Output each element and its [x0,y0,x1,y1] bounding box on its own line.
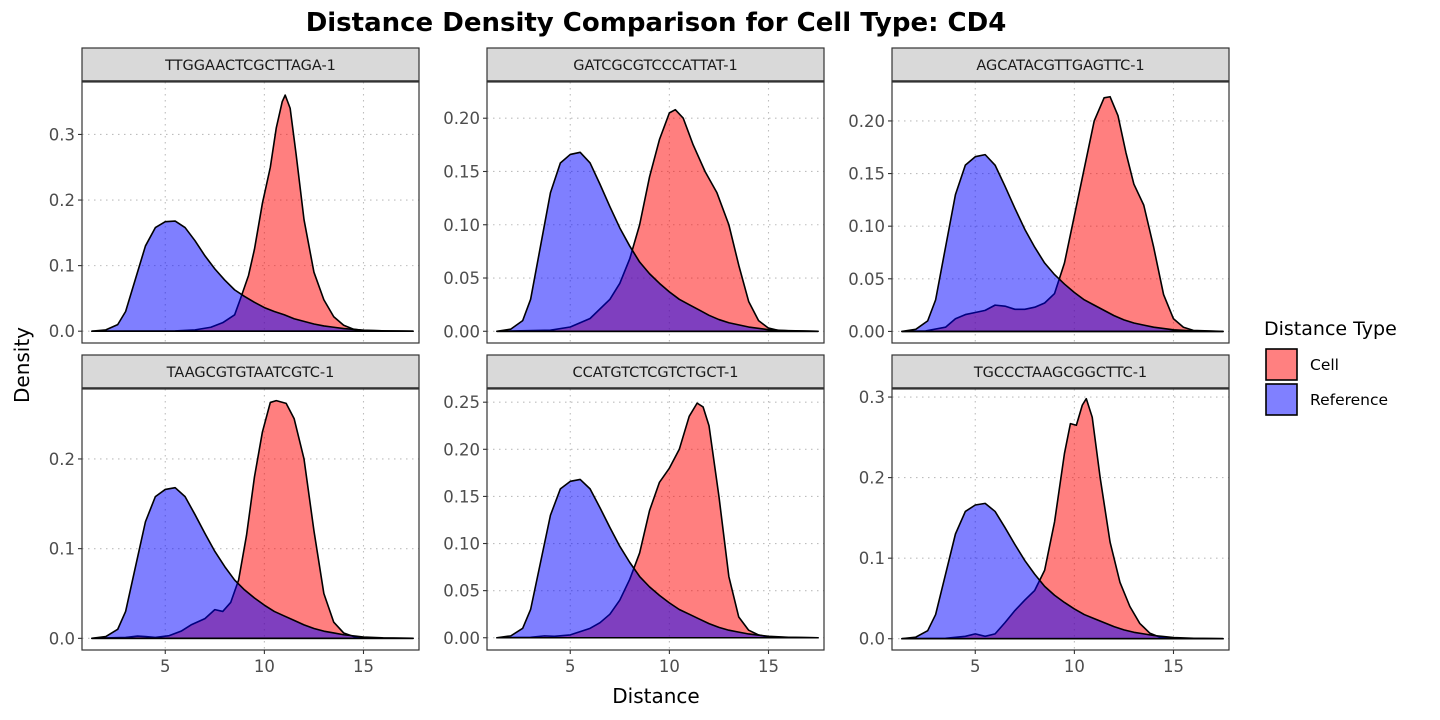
panel-4: TAAGCGTGTAATCGTC-1 0.0 0.1 0.2 5 10 15 [49,354,420,676]
panel-strip-label: TAAGCGTGTAATCGTC-1 [166,365,335,381]
density-area-reference [91,220,414,332]
density-area-reference [496,478,819,639]
panel-border [81,81,420,344]
y-tick-label: 0.15 [443,487,480,506]
density-area-reference [496,151,819,333]
panel-strip-label: TGCCCTAAGCGGCTTC-1 [973,365,1147,381]
x-tick-label: 15 [353,657,374,676]
y-tick-label: 0.3 [859,388,885,407]
legend-label-cell: Cell [1310,356,1339,374]
y-tick-label: 0.0 [859,630,885,649]
panel-6: TGCCCTAAGCGGCTTC-1 0.0 0.1 0.2 0.3 5 10 15 [859,354,1230,676]
x-tick-label: 10 [1064,657,1085,676]
legend-key-cell [1265,348,1298,381]
legend: Distance Type Cell Reference [1264,318,1397,416]
y-tick-label: 0.2 [859,469,885,488]
x-tick-label: 10 [254,657,275,676]
y-tick-label: 0.05 [443,582,480,601]
x-tick-label: 15 [758,657,779,676]
y-tick-label: 0.00 [443,629,480,648]
y-tick-label: 0.1 [49,540,75,559]
density-area-reference [901,153,1224,333]
y-tick-label: 0.2 [49,450,75,469]
x-tick-label: 10 [659,657,680,676]
panel-3: AGCATACGTTGAGTTC-1 0.00 0.05 0.10 0.15 0.20 [848,47,1230,344]
y-tick-label: 0.10 [443,216,480,235]
y-tick-label: 0.15 [848,165,885,184]
y-tick-label: 0.10 [443,535,480,554]
panel-1: TTGGAACTCGCTTAGA-1 0.0 0.1 0.2 0.3 [49,47,420,344]
panel-strip [81,47,420,82]
y-tick-label: 0.00 [443,322,480,341]
x-axis-title: Distance [612,684,699,708]
y-tick-label: 0.15 [443,162,480,181]
y-tick-label: 0.1 [49,257,75,276]
y-tick-label: 0.2 [49,191,75,210]
x-tick-label: 5 [160,657,171,676]
panel-2: GATCGCGTCCCATTAT-1 0.00 0.05 0.10 0.15 0.20 [443,47,825,344]
legend-key-reference [1265,383,1298,416]
legend-item-cell: Cell [1265,348,1339,381]
y-tick-label: 0.3 [49,125,75,144]
panel-strip-label: AGCATACGTTGAGTTC-1 [976,58,1144,74]
panel-border [486,388,825,651]
y-tick-label: 0.25 [443,393,480,412]
chart-title: Distance Density Comparison for Cell Typ… [306,8,1007,38]
panel-border [486,81,825,344]
x-tick-label: 5 [970,657,981,676]
panel-strip [486,47,825,82]
y-tick-label: 0.0 [49,629,75,648]
y-tick-label: 0.10 [848,217,885,236]
panel-strip [891,354,1230,389]
facet-panels: TTGGAACTCGCTTAGA-1 0.0 0.1 0.2 0.3 GATCGCGTCC… [49,47,1230,676]
y-tick-label: 0.00 [848,322,885,341]
panel-5: CCATGTCTCGTCTGCT-1 0.00 0.05 0.10 0.15 0.20 0.… [443,354,825,676]
y-tick-label: 0.05 [443,269,480,288]
x-tick-label: 15 [1163,657,1184,676]
panel-strip [81,354,420,389]
panel-border [81,388,420,651]
panel-strip-label: GATCGCGTCCCATTAT-1 [573,58,738,74]
y-tick-label: 0.1 [859,549,885,568]
y-tick-label: 0.05 [848,270,885,289]
y-tick-label: 0.0 [49,322,75,341]
y-tick-label: 0.20 [848,112,885,131]
panel-strip-label: TTGGAACTCGCTTAGA-1 [164,58,336,74]
density-area-reference [91,486,414,640]
panel-border [891,388,1230,651]
x-tick-label: 5 [565,657,576,676]
legend-item-reference: Reference [1265,383,1388,416]
panel-border [891,81,1230,344]
panel-strip [486,354,825,389]
density-area-reference [901,502,1224,640]
legend-label-reference: Reference [1310,391,1388,409]
legend-title: Distance Type [1264,318,1397,340]
y-axis-title: Density [10,327,34,403]
panel-strip-label: CCATGTCTCGTCTGCT-1 [573,365,739,381]
y-tick-label: 0.20 [443,440,480,459]
y-tick-label: 0.20 [443,109,480,128]
